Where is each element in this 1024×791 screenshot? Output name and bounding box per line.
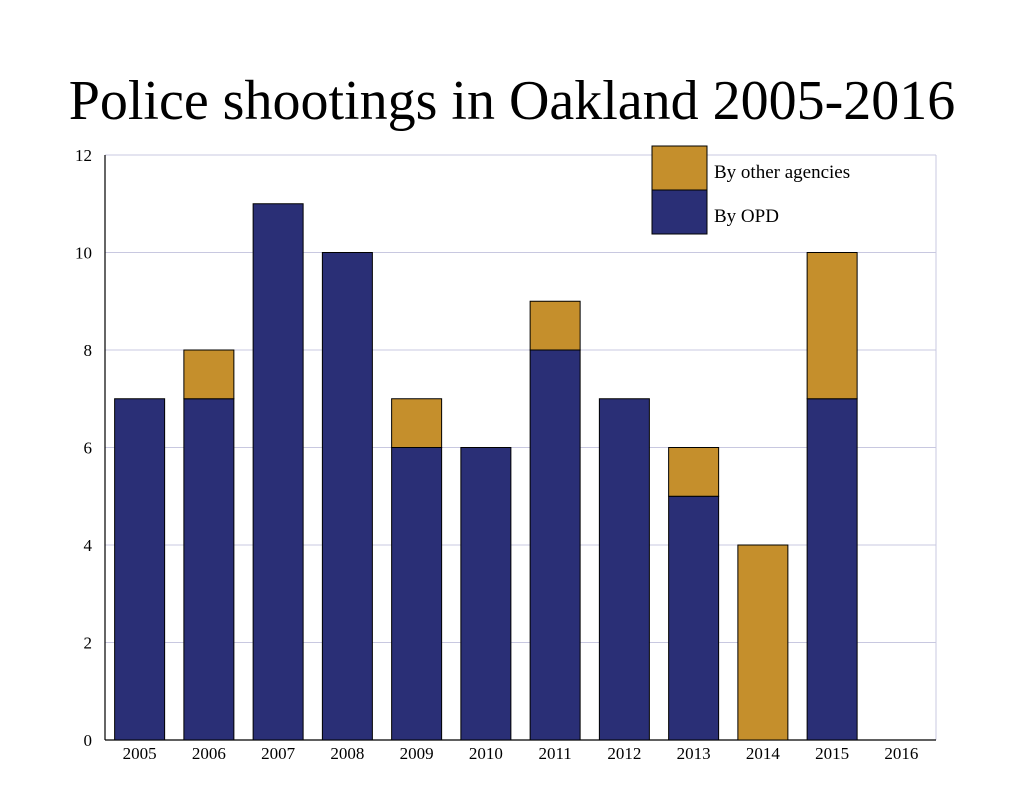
bar-2011-by-other-agencies [529, 300, 581, 351]
x-tick-label: 2007 [261, 744, 296, 763]
bar-2009-by-other-agencies [391, 398, 443, 448]
bar-2013-by-other-agencies [668, 447, 720, 497]
legend: By other agencies By OPD [651, 145, 850, 235]
bar-2009-by-opd [391, 447, 443, 741]
y-tick-label: 6 [84, 439, 93, 458]
x-tick-labels: 2005 2006 2007 2008 2009 2010 2011 2012 2013 2014… [123, 744, 919, 763]
x-tick-label: 2015 [815, 744, 849, 763]
bar-2011-by-opd [529, 349, 581, 741]
bar-2008-by-opd [321, 252, 373, 741]
bar-2005-by-opd [114, 398, 166, 741]
y-tick-label: 12 [75, 146, 92, 165]
x-tick-label: 2010 [469, 744, 503, 763]
bar-2007-by-opd [252, 203, 304, 741]
bar-2015-by-opd [806, 398, 858, 741]
bar-2013-by-opd [668, 495, 720, 741]
legend-label: By other agencies [714, 162, 850, 183]
y-tick-label: 4 [84, 536, 93, 555]
x-tick-label: 2014 [746, 744, 781, 763]
x-tick-label: 2013 [677, 744, 711, 763]
legend-swatch [651, 145, 708, 191]
bar-2014-by-other-agencies [737, 544, 789, 741]
bar-2012-by-opd [598, 398, 650, 741]
bar-2006-by-other-agencies [183, 349, 235, 400]
bar-2015-by-other-agencies [806, 252, 858, 400]
y-tick-label: 2 [84, 634, 93, 653]
bars [114, 203, 858, 741]
x-tick-label: 2011 [538, 744, 571, 763]
y-tick-label: 8 [84, 341, 93, 360]
y-tick-label: 0 [84, 731, 93, 750]
x-tick-label: 2012 [607, 744, 641, 763]
bar-2006-by-opd [183, 398, 235, 741]
x-tick-label: 2006 [192, 744, 226, 763]
y-tick-labels: 0 2 4 6 8 10 12 [75, 146, 93, 750]
legend-label: By OPD [714, 206, 779, 227]
x-tick-label: 2005 [123, 744, 157, 763]
legend-swatch [651, 189, 708, 235]
y-tick-label: 10 [75, 244, 92, 263]
x-tick-label: 2016 [884, 744, 918, 763]
axes [104, 154, 937, 741]
chart-title: Police shootings in Oakland 2005-2016 [68, 70, 956, 132]
x-tick-label: 2008 [330, 744, 364, 763]
x-tick-label: 2009 [400, 744, 434, 763]
bar-2010-by-opd [460, 447, 512, 741]
